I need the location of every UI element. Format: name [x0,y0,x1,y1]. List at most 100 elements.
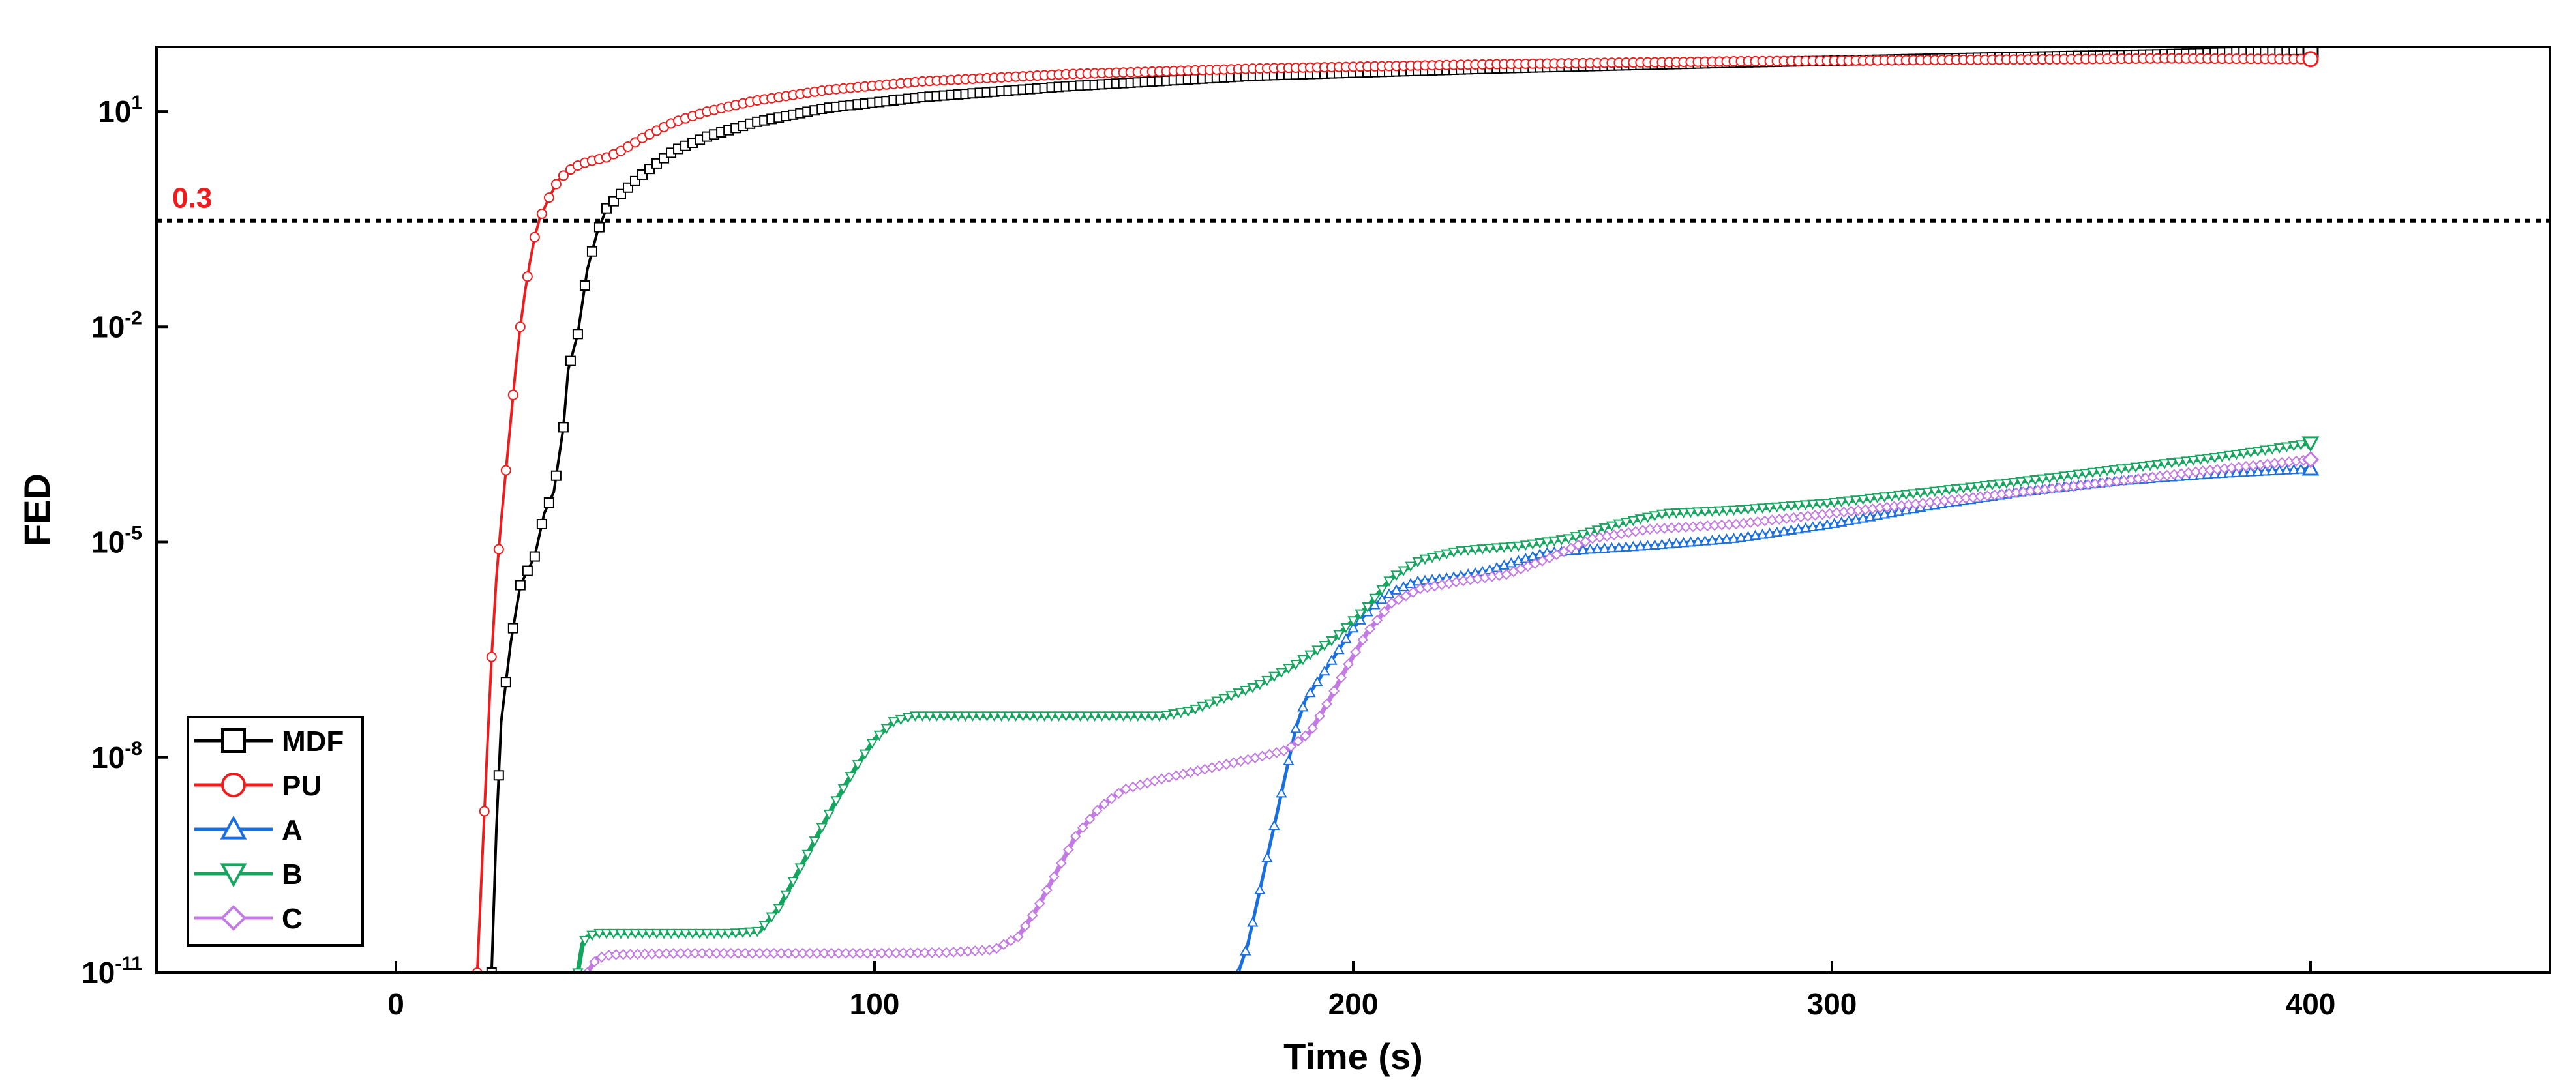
data-point-b [1965,482,1977,493]
data-point-b [1563,534,1574,545]
data-point-b [1634,514,1647,525]
x-axis: 0 100 200 300 400 [387,961,2335,1021]
data-point-c [890,947,902,959]
data-point-b [1598,523,1611,534]
data-point-b [1828,497,1840,508]
data-point-b [1728,505,1740,516]
data-point-b [1204,699,1216,710]
data-point-b [859,749,871,760]
data-point-a [1706,535,1718,545]
data-point-b [665,928,677,939]
data-point-b [1197,701,1208,713]
y-tick-label: 10-5 [91,523,142,559]
data-point-b [1045,711,1058,722]
data-point-c [933,947,945,958]
data-point-b [780,890,792,901]
data-point-b [923,711,936,722]
data-point-b [1512,541,1524,552]
data-point-b [1096,711,1108,722]
data-point-c [847,947,859,959]
data-point-b [766,912,777,923]
data-point-a [1649,539,1661,550]
data-point-b [1426,552,1438,563]
data-point-b [1419,554,1431,565]
data-point-b [2073,469,2084,480]
data-point-b [1641,512,1654,523]
legend-item-b: B [194,859,303,891]
data-point-b [1613,519,1625,530]
data-point-a [1412,575,1424,586]
data-point-c [926,947,938,958]
data-point-b [2230,450,2242,460]
data-point-b [723,928,734,939]
data-point-b [1117,711,1130,722]
data-point-mdf [565,355,576,366]
data-point-a [1355,614,1366,625]
data-point-b [658,928,670,939]
data-point-c [618,949,629,960]
data-point-pu [558,170,569,181]
data-point-b [1347,616,1359,626]
data-point-b [644,928,655,939]
data-point-b [1233,688,1244,699]
data-point-a [1713,534,1726,544]
data-point-b [2058,471,2070,482]
data-point-c [998,939,1010,950]
data-point-b [2194,454,2206,465]
data-point-b [1720,506,1733,516]
data-point-b [751,926,763,937]
data-point-c [912,947,923,959]
x-tick-label: 100 [850,987,900,1021]
data-point-b [629,928,641,939]
legend-marker-pu [221,773,246,797]
data-point-b [1806,499,1819,510]
data-point-b [1520,540,1531,551]
data-point-b [952,711,965,722]
data-point-b [909,711,921,722]
data-point-b [823,809,835,820]
data-point-a [1692,535,1704,546]
data-point-b [1311,645,1323,656]
data-point-c [804,947,816,959]
data-point-b [1031,711,1043,722]
data-point-c [1012,931,1024,943]
data-point-a [1720,533,1733,544]
data-point-a [1627,540,1640,552]
data-point-b [916,711,929,722]
data-point-b [708,928,720,939]
data-point-b [2295,440,2307,450]
data-point-b [1390,570,1402,582]
end-marker-pu [2302,51,2319,68]
data-point-b [1699,507,1711,518]
data-point-c [991,943,1002,954]
data-point-a [1814,520,1826,531]
data-point-pu [486,651,497,662]
data-point-c [1328,685,1340,697]
data-point-b [615,928,627,939]
data-point-b [579,935,591,947]
data-point-b [981,711,993,722]
data-point-b [701,928,713,939]
data-point-c [811,947,823,959]
data-point-b [1433,551,1445,561]
data-point-b [1555,535,1567,546]
data-point-a [1735,531,1747,542]
data-point-c [732,947,744,959]
data-point-c [754,947,766,959]
data-point-c [1105,793,1117,804]
data-point-b [1139,711,1151,722]
data-point-pu [522,271,533,282]
data-point-a [2245,466,2256,477]
data-point-b [1656,509,1668,520]
data-point-pu [507,389,518,400]
data-point-b [1713,506,1726,517]
data-point-c [1580,536,1591,548]
data-point-b [880,724,893,735]
data-point-a [1369,598,1381,610]
data-point-b [1326,636,1338,647]
data-point-c [1300,730,1311,742]
data-point-mdf [558,422,569,433]
data-point-c [704,947,715,959]
data-point-a [1641,540,1654,550]
data-point-a [1340,633,1352,643]
